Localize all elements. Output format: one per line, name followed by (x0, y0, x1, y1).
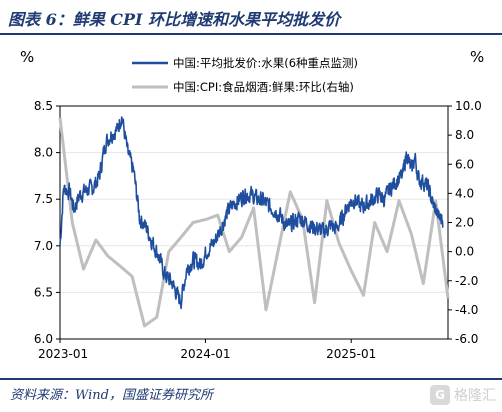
left-axis-tick-label: 8.0 (34, 146, 53, 160)
left-axis-tick-label: 7.5 (34, 192, 53, 206)
title-divider (0, 33, 502, 35)
right-axis-tick-label: 6.0 (455, 157, 474, 171)
series-layer (58, 116, 450, 328)
right-axis-tick-label: 2.0 (455, 216, 474, 230)
right-axis-tick-label: 0.0 (455, 245, 474, 259)
x-axis-tick-label: 2024-01 (180, 347, 230, 361)
figure-title: 图表 6：鲜果 CPI 环比增速和水果平均批发价 (8, 10, 341, 29)
chart: 6.0 6.5 7.0 7.5 8.0 8.5 -6.0 -4.0 -2.0 0.0 2.0 4.0… (20, 48, 484, 361)
right-axis: -6.0 -4.0 -2.0 0.0 2.0 4.0 6.0 8.0 10.0 (448, 99, 482, 346)
legend: 中国:平均批发价:水果(6种重点监测) 中国:CPI:食品烟酒:鲜果:环比(右轴… (126, 50, 426, 100)
right-axis-tick-label: 4.0 (455, 186, 474, 200)
watermark-text: 格隆汇 (454, 388, 496, 404)
right-axis-tick-label: 8.0 (455, 128, 474, 142)
right-axis-unit: % (470, 48, 484, 66)
x-axis-tick-label: 2025-01 (326, 347, 376, 361)
left-axis-tick-label: 6.0 (34, 332, 53, 346)
left-axis-tick-label: 7.0 (34, 239, 53, 253)
figure-title-bar: 图表 6：鲜果 CPI 环比增速和水果平均批发价 (0, 0, 502, 35)
left-axis-tick-label: 6.5 (34, 285, 53, 299)
left-axis-tick-label: 8.5 (34, 99, 53, 113)
right-axis-tick-label: -2.0 (455, 274, 478, 288)
legend-label-cpi: 中国:CPI:食品烟酒:鲜果:环比(右轴) (173, 80, 354, 94)
right-axis-tick-label: -6.0 (455, 332, 478, 346)
right-axis-tick-label: -4.0 (455, 303, 478, 317)
source-divider (0, 378, 502, 380)
fruit-wholesale-price-line (59, 116, 444, 310)
watermark: G 格隆汇 (430, 382, 496, 408)
left-axis-unit: % (20, 48, 34, 66)
x-axis-tick-label: 2023-01 (38, 347, 88, 361)
legend-label-price: 中国:平均批发价:水果(6种重点监测) (173, 56, 358, 70)
right-axis-tick-label: 10.0 (455, 99, 482, 113)
legend-background (126, 50, 426, 100)
cpi-fresh-fruit-mom-line (58, 117, 450, 328)
left-axis: 6.0 6.5 7.0 7.5 8.0 8.5 (34, 99, 60, 346)
x-axis: 2023-01 2024-01 2025-01 (38, 339, 376, 361)
source-note: 资料来源：Wind，国盛证券研究所 (10, 388, 213, 403)
watermark-logo-icon: G (430, 385, 450, 405)
